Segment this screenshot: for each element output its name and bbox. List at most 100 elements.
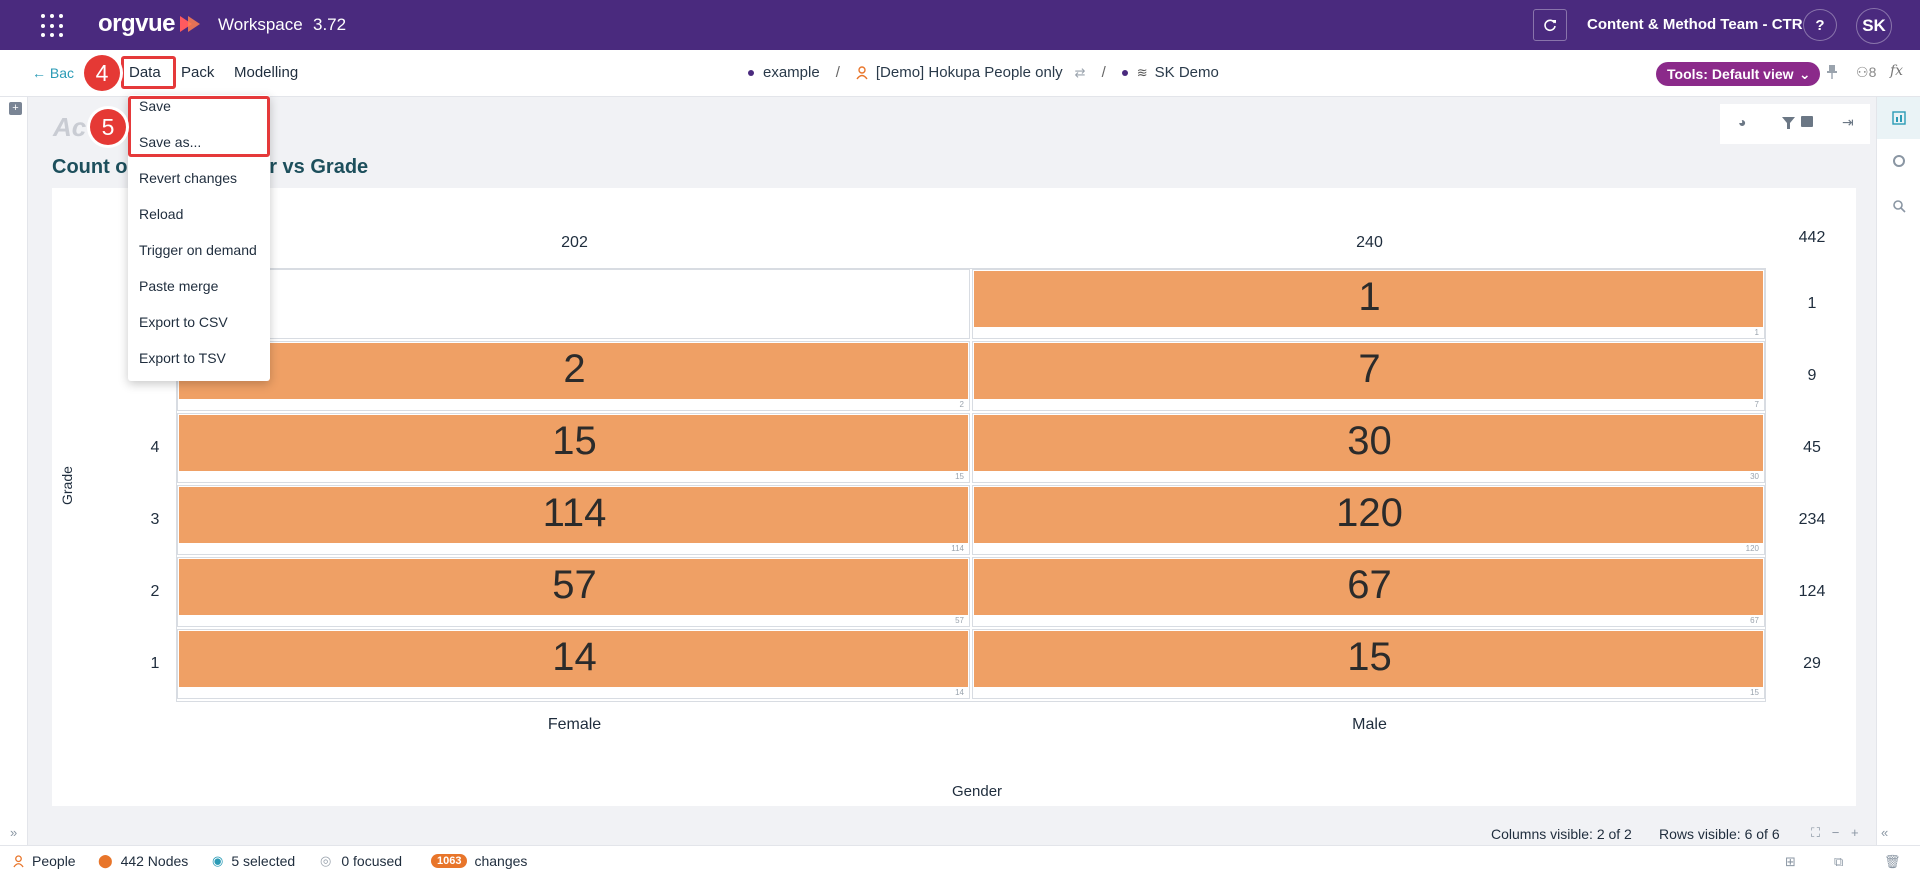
- palette-icon[interactable]: ◕: [1738, 114, 1747, 130]
- fit-screen-icon[interactable]: ⛶: [1811, 825, 1821, 840]
- selected-icon: ◉: [212, 853, 224, 868]
- menu-item-trigger-on-demand[interactable]: Trigger on demand: [139, 242, 257, 258]
- cell-bar: [179, 343, 968, 399]
- person-icon: [13, 854, 24, 867]
- app-version: 3.72: [313, 15, 347, 34]
- orgvue-logo: orgvue: [98, 10, 203, 38]
- breadcrumb-separator: /: [835, 64, 840, 81]
- cell-bar: [974, 415, 1763, 471]
- menu-item-save[interactable]: Save: [139, 98, 171, 114]
- arrow-left-icon: ←: [32, 65, 46, 81]
- cell-bar: [974, 631, 1763, 687]
- menu-item-revert-changes[interactable]: Revert changes: [139, 170, 238, 186]
- chart-toolbar: ◕ ⇥: [1720, 104, 1870, 144]
- cell-count-label: 14: [955, 688, 964, 697]
- menu-item-export-tsv[interactable]: Export to TSV: [139, 350, 226, 366]
- trash-icon[interactable]: 🗑: [1884, 854, 1901, 869]
- cell-count-label: 67: [1750, 616, 1759, 625]
- cell-value: 15: [1347, 635, 1392, 679]
- right-rail: [1876, 97, 1920, 845]
- layers-icon: ≋: [1136, 64, 1148, 80]
- cell-value: 120: [1336, 491, 1403, 535]
- cell-value: 114: [542, 491, 607, 535]
- cell-value: 15: [552, 419, 597, 463]
- left-rail: +: [0, 97, 28, 845]
- zoom-controls: ⛶ − +: [1811, 825, 1859, 841]
- cell-count-label: 30: [1750, 472, 1759, 481]
- status-changes[interactable]: 1063 changes: [431, 853, 527, 869]
- cell-count-label: 15: [1750, 688, 1759, 697]
- add-box-icon[interactable]: ⊞: [1785, 854, 1796, 869]
- column-total: 202: [561, 234, 588, 251]
- breadcrumb-dataset[interactable]: example: [763, 64, 820, 81]
- sub-bar: ← Bac Data Pack Modelling example / [Dem…: [0, 50, 1920, 97]
- breadcrumb-pack[interactable]: SK Demo: [1154, 64, 1219, 81]
- row-total: 9: [1807, 367, 1817, 384]
- cell-value: 30: [1347, 419, 1392, 463]
- app-grid-icon[interactable]: [41, 14, 65, 38]
- breadcrumb-view[interactable]: [Demo] Hokupa People only: [875, 64, 1063, 81]
- cell-value: 57: [552, 563, 597, 607]
- data-menu-highlight: [121, 56, 176, 89]
- menu-pack[interactable]: Pack: [181, 64, 215, 81]
- refresh-button[interactable]: [1533, 9, 1567, 41]
- expand-panel-icon[interactable]: »: [10, 825, 18, 840]
- table-cell[interactable]: [177, 269, 970, 339]
- menu-item-export-csv[interactable]: Export to CSV: [139, 314, 228, 330]
- cell-count-label: 15: [955, 472, 964, 481]
- cell-count-label: 2: [959, 400, 964, 409]
- row-label: 2: [150, 583, 160, 600]
- menu-item-save-as[interactable]: Save as...: [139, 134, 202, 150]
- help-button[interactable]: ?: [1803, 9, 1837, 41]
- zoom-out-icon[interactable]: −: [1831, 825, 1840, 840]
- cell-count-label: 7: [1754, 400, 1759, 409]
- back-link[interactable]: ← Bac: [32, 65, 74, 81]
- status-people[interactable]: People: [13, 853, 76, 869]
- cell-value: 1: [1358, 275, 1381, 319]
- cell-count-label: 120: [1745, 544, 1759, 553]
- users-icon: ⚇: [1856, 64, 1869, 80]
- breadcrumb-separator: /: [1101, 64, 1106, 81]
- status-focused[interactable]: ◎ 0 focused: [320, 853, 403, 869]
- cell-bar: [179, 559, 968, 615]
- collaborators-count[interactable]: ⚇8: [1856, 64, 1877, 80]
- zoom-in-icon[interactable]: +: [1850, 825, 1859, 840]
- status-nodes[interactable]: ⬤ 442 Nodes: [98, 853, 189, 869]
- tools-view-selector[interactable]: Tools: Default view ⌄: [1656, 62, 1820, 86]
- cell-bar: [179, 631, 968, 687]
- app-title: Workspace: [218, 15, 303, 34]
- back-label: Bac: [49, 65, 75, 81]
- row-label: 1: [150, 655, 160, 672]
- copy-icon[interactable]: ⧉: [1834, 854, 1844, 869]
- step-badge-4: 4: [84, 55, 120, 91]
- filter-icon[interactable]: [1782, 117, 1795, 130]
- collapse-panel-icon[interactable]: «: [1881, 825, 1889, 840]
- search-icon[interactable]: [1892, 199, 1906, 213]
- status-selected[interactable]: ◉ 5 selected: [212, 853, 296, 869]
- export-icon[interactable]: ⇥: [1842, 114, 1854, 130]
- circle-icon[interactable]: [1892, 154, 1906, 168]
- menu-item-paste-merge[interactable]: Paste merge: [139, 278, 219, 294]
- sync-icon[interactable]: ⇄: [1074, 64, 1086, 80]
- cell-value: 7: [1358, 347, 1381, 391]
- step-badge-5: 5: [90, 109, 126, 145]
- chevron-down-icon: ⌄: [1798, 66, 1811, 82]
- user-avatar[interactable]: SK: [1856, 8, 1892, 44]
- rail-item-chart[interactable]: [1877, 97, 1920, 139]
- status-bar: People ⬤ 442 Nodes ◉ 5 selected ◎ 0 focu…: [0, 845, 1920, 878]
- menu-data[interactable]: Data: [129, 64, 161, 81]
- formula-icon[interactable]: fx: [1890, 63, 1904, 79]
- bar-chart-icon: [1892, 111, 1906, 125]
- x-axis-label: Gender: [952, 783, 1003, 800]
- cell-bar: [974, 271, 1763, 327]
- add-icon[interactable]: +: [9, 102, 22, 115]
- changes-badge: 1063: [431, 854, 468, 868]
- column-total: 240: [1356, 234, 1383, 251]
- team-selector[interactable]: Content & Method Team - CTR: [1587, 16, 1803, 33]
- menu-item-reload[interactable]: Reload: [139, 206, 184, 222]
- menu-modelling[interactable]: Modelling: [234, 64, 299, 81]
- row-total: 1: [1807, 295, 1817, 312]
- row-total: 29: [1803, 655, 1821, 672]
- pin-icon[interactable]: [1826, 64, 1838, 80]
- comment-icon[interactable]: [1801, 116, 1813, 127]
